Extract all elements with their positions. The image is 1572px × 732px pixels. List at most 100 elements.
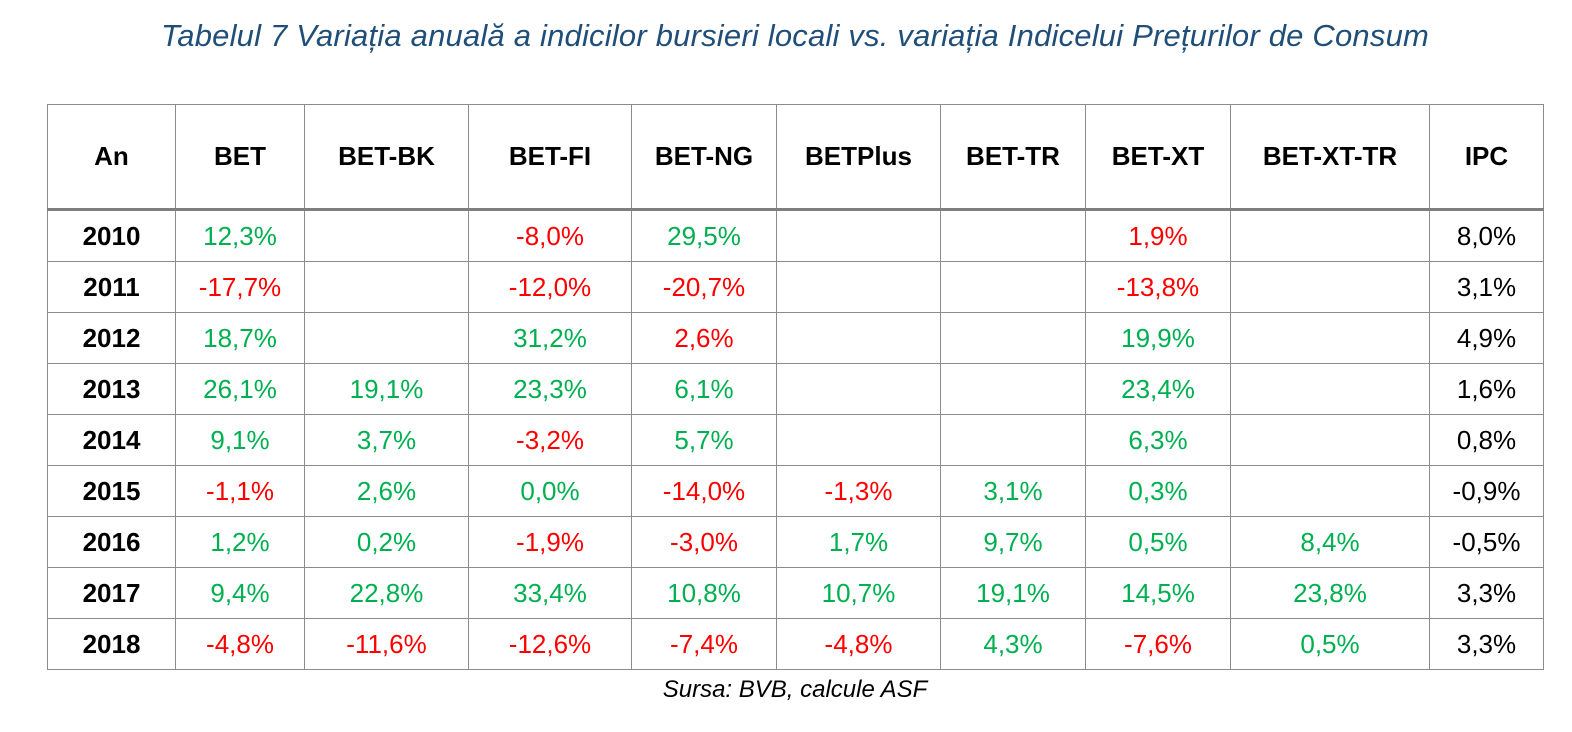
cell-bet-xt-tr [1230,312,1430,364]
source-note: Sursa: BVB, calcule ASF [662,676,928,703]
cell-bet: 1,2% [175,516,305,568]
cell-betplus [776,363,941,415]
cell-bet-xt: -13,8% [1085,261,1231,313]
cell-betplus [776,414,941,466]
cell-betplus: -1,3% [776,465,941,517]
header-row: An BET BET-BK BET-FI BET-NG BETPlus BET-… [47,104,1544,211]
cell-bet-xt-tr: 23,8% [1230,567,1430,619]
cell-bet-tr [940,363,1086,415]
year-cell: 2014 [47,414,176,466]
cell-betplus [776,312,941,364]
cell-bet: 26,1% [175,363,305,415]
cell-bet-xt-tr [1230,261,1430,313]
cell-bet-fi: 31,2% [468,312,632,364]
header-bet-fi: BET-FI [468,104,632,211]
year-cell: 2013 [47,363,176,415]
table-row: 2012 18,7% 31,2% 2,6% 19,9% 4,9% [47,312,1544,364]
cell-betplus: 1,7% [776,516,941,568]
cell-ipc: 3,3% [1429,618,1544,670]
cell-betplus: -4,8% [776,618,941,670]
table-row: 2014 9,1% 3,7% -3,2% 5,7% 6,3% 0,8% [47,414,1544,466]
cell-bet-ng: 5,7% [631,414,777,466]
cell-bet: -1,1% [175,465,305,517]
cell-bet-ng: -3,0% [631,516,777,568]
cell-ipc: 3,1% [1429,261,1544,313]
cell-bet-tr: 3,1% [940,465,1086,517]
header-an: An [47,104,176,211]
cell-bet-fi: -12,0% [468,261,632,313]
cell-bet-bk [304,209,469,262]
table-row: 2015 -1,1% 2,6% 0,0% -14,0% -1,3% 3,1% 0,3% -0,9… [47,465,1544,517]
header-bet-ng: BET-NG [631,104,777,211]
year-cell: 2017 [47,567,176,619]
table-row: 2017 9,4% 22,8% 33,4% 10,8% 10,7% 19,1% 14,5% 23… [47,567,1544,619]
table-row: 2010 12,3% -8,0% 29,5% 1,9% 8,0% [47,209,1544,262]
cell-bet-ng: 29,5% [631,209,777,262]
cell-bet-xt: 6,3% [1085,414,1231,466]
cell-bet-tr: 19,1% [940,567,1086,619]
index-variation-table: An BET BET-BK BET-FI BET-NG BETPlus BET-… [47,104,1544,670]
cell-bet-fi: -8,0% [468,209,632,262]
table-row: 2018 -4,8% -11,6% -12,6% -7,4% -4,8% 4,3% -7,6%… [47,618,1544,670]
cell-bet-tr [940,312,1086,364]
table-row: 2011 -17,7% -12,0% -20,7% -13,8% 3,1% [47,261,1544,313]
year-cell: 2018 [47,618,176,670]
cell-bet-bk: 2,6% [304,465,469,517]
cell-bet-fi: -1,9% [468,516,632,568]
cell-bet-tr [940,414,1086,466]
cell-bet: -17,7% [175,261,305,313]
cell-bet-xt-tr [1230,363,1430,415]
cell-bet-bk [304,261,469,313]
cell-bet-xt-tr: 8,4% [1230,516,1430,568]
cell-ipc: 3,3% [1429,567,1544,619]
cell-bet-bk [304,312,469,364]
cell-ipc: 1,6% [1429,363,1544,415]
cell-bet-xt: 0,3% [1085,465,1231,517]
table-row: 2013 26,1% 19,1% 23,3% 6,1% 23,4% 1,6% [47,363,1544,415]
header-bet-bk: BET-BK [304,104,469,211]
cell-bet: 18,7% [175,312,305,364]
table-caption: Tabelul 7 Variația anuală a indicilor bu… [160,18,1430,53]
cell-bet-bk: 22,8% [304,567,469,619]
year-cell: 2015 [47,465,176,517]
cell-bet-fi: 23,3% [468,363,632,415]
cell-bet-fi: 0,0% [468,465,632,517]
cell-bet-bk: 3,7% [304,414,469,466]
cell-bet-ng: -14,0% [631,465,777,517]
cell-bet-fi: -3,2% [468,414,632,466]
cell-bet-bk: 0,2% [304,516,469,568]
cell-bet-tr [940,261,1086,313]
cell-bet-ng: 6,1% [631,363,777,415]
cell-bet-ng: 10,8% [631,567,777,619]
cell-bet-xt: 1,9% [1085,209,1231,262]
cell-bet-xt-tr [1230,414,1430,466]
cell-bet-bk: 19,1% [304,363,469,415]
table-body: 2010 12,3% -8,0% 29,5% 1,9% 8,0% 2011 -17,7% -12… [47,209,1544,670]
cell-bet-ng: -20,7% [631,261,777,313]
cell-bet-xt-tr: 0,5% [1230,618,1430,670]
header-bet-xt: BET-XT [1085,104,1231,211]
cell-bet-ng: 2,6% [631,312,777,364]
cell-bet-xt: -7,6% [1085,618,1231,670]
cell-bet-bk: -11,6% [304,618,469,670]
header-bet-xt-tr: BET-XT-TR [1230,104,1430,211]
header-bet-tr: BET-TR [940,104,1086,211]
cell-bet-xt-tr [1230,209,1430,262]
cell-bet-tr [940,209,1086,262]
year-cell: 2016 [47,516,176,568]
cell-ipc: -0,5% [1429,516,1544,568]
cell-betplus: 10,7% [776,567,941,619]
cell-betplus [776,209,941,262]
year-cell: 2012 [47,312,176,364]
header-bet: BET [175,104,305,211]
year-cell: 2011 [47,261,176,313]
cell-bet-tr: 4,3% [940,618,1086,670]
table-row: 2016 1,2% 0,2% -1,9% -3,0% 1,7% 9,7% 0,5% 8,4% -0… [47,516,1544,568]
cell-bet-fi: 33,4% [468,567,632,619]
header-ipc: IPC [1429,104,1544,211]
cell-bet-ng: -7,4% [631,618,777,670]
year-cell: 2010 [47,209,176,262]
cell-bet: 9,4% [175,567,305,619]
cell-betplus [776,261,941,313]
header-betplus: BETPlus [776,104,941,211]
